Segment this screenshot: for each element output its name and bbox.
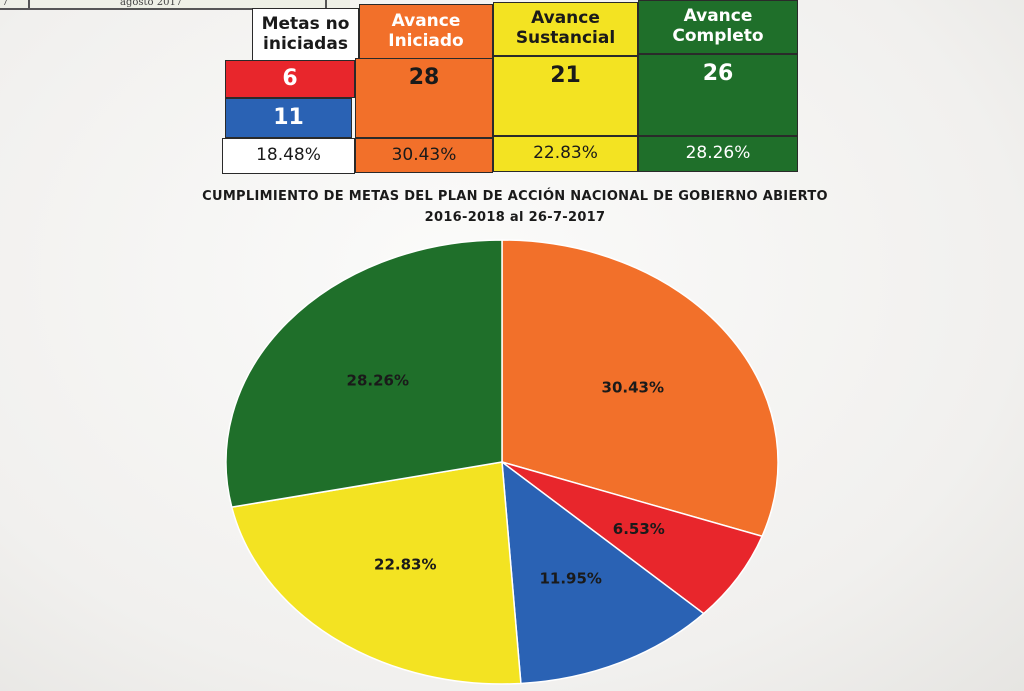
percent-no-iniciadas: 18.48% (222, 138, 355, 174)
count-value: 21 (550, 63, 581, 88)
pie-slice-0 (501, 239, 779, 538)
previous-table-row: 7 agosto 2017 (0, 0, 350, 10)
count-value: 11 (273, 105, 304, 131)
pie-slice-4 (225, 239, 503, 509)
pie-slice-1 (501, 461, 764, 615)
header-label: Avance Iniciado (388, 11, 464, 51)
header-avance-completo: Avance Completo (638, 0, 798, 54)
percent-avance-iniciado: 30.43% (355, 138, 493, 173)
percent-value: 30.43% (391, 144, 457, 165)
header-label: Avance Completo (672, 6, 764, 46)
percent-value: 22.83% (533, 143, 598, 164)
header-metas-no-iniciadas: Metas no iniciadas (252, 8, 359, 62)
pie-slice-2 (501, 460, 705, 685)
pie-slice-label-2: 11.95% (539, 569, 601, 587)
count-value: 28 (408, 65, 440, 90)
count-no-iniciadas-blue: 11 (225, 98, 352, 138)
row-fragment-left: 7 (2, 0, 9, 8)
row-fragment-date: agosto 2017 (120, 0, 183, 8)
header-label: Metas no iniciadas (261, 14, 350, 54)
pie-slice-label-4: 28.26% (347, 372, 409, 390)
column-divider (325, 0, 327, 8)
percent-value: 18.48% (256, 145, 321, 166)
header-avance-sustancial: Avance Sustancial (493, 2, 638, 56)
pie-slice-label-3: 22.83% (374, 556, 436, 574)
count-value: 6 (282, 66, 298, 92)
chart-title: CUMPLIMIENTO DE METAS DEL PLAN DE ACCIÓN… (202, 189, 828, 204)
count-avance-iniciado: 28 (355, 58, 493, 138)
count-no-iniciadas-red: 6 (225, 60, 355, 98)
pie-slice-3 (230, 461, 522, 685)
column-divider (28, 0, 30, 8)
count-value: 26 (702, 61, 734, 86)
percent-avance-sustancial: 22.83% (493, 136, 638, 172)
header-label: Avance Sustancial (515, 8, 616, 48)
header-avance-iniciado: Avance Iniciado (359, 4, 493, 60)
percent-value: 28.26% (685, 143, 751, 164)
count-avance-sustancial: 21 (493, 56, 638, 136)
count-avance-completo: 26 (638, 54, 798, 136)
percent-avance-completo: 28.26% (638, 136, 798, 172)
pie-slice-label-1: 6.53% (613, 520, 665, 538)
chart-subtitle: 2016-2018 al 26-7-2017 (424, 210, 606, 225)
pie-slice-label-0: 30.43% (602, 379, 664, 397)
